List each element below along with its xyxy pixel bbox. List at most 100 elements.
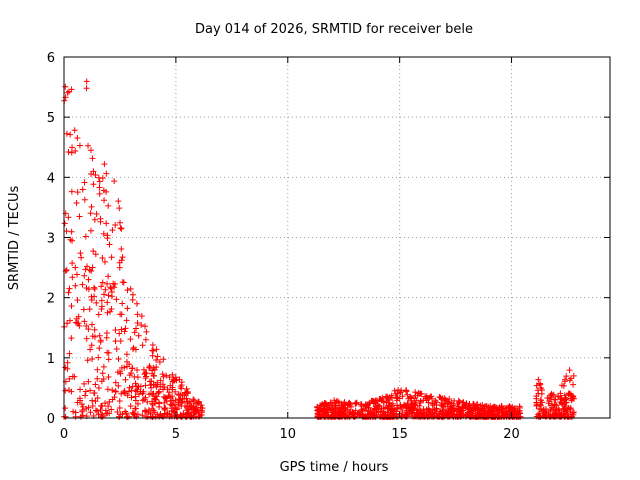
data-point <box>108 293 115 300</box>
data-point <box>483 403 490 410</box>
data-point <box>133 300 140 307</box>
data-point <box>122 376 129 383</box>
data-point <box>88 203 95 210</box>
data-point <box>92 381 99 388</box>
data-point <box>101 161 108 168</box>
data-point <box>68 302 75 309</box>
data-point <box>69 274 76 281</box>
data-point <box>116 404 123 411</box>
data-point <box>118 257 125 264</box>
data-point <box>148 378 155 385</box>
data-point <box>121 364 128 371</box>
y-tick-label: 2 <box>47 292 55 307</box>
data-point <box>104 309 111 316</box>
data-point <box>121 328 128 335</box>
data-point <box>150 407 157 414</box>
data-point <box>94 395 101 402</box>
data-point <box>393 413 400 420</box>
data-point <box>184 390 191 397</box>
data-point <box>88 342 95 349</box>
data-point <box>100 363 107 370</box>
data-point <box>450 402 457 409</box>
data-point <box>115 198 122 205</box>
data-point <box>120 389 127 396</box>
data-point <box>494 410 501 417</box>
data-point <box>104 299 111 306</box>
data-point <box>547 406 554 413</box>
data-point <box>436 394 443 401</box>
data-point <box>74 189 81 196</box>
data-point <box>83 85 90 92</box>
data-point <box>105 292 112 299</box>
data-point <box>122 408 129 415</box>
data-point <box>65 289 72 296</box>
data-point <box>91 286 98 293</box>
data-point <box>68 388 75 395</box>
data-point <box>325 412 332 419</box>
data-point <box>558 400 565 407</box>
data-point <box>172 404 179 411</box>
data-point <box>380 398 387 405</box>
data-point <box>138 313 145 320</box>
data-point <box>96 184 103 191</box>
data-point <box>95 311 102 318</box>
data-point <box>414 406 421 413</box>
data-point <box>81 196 88 203</box>
data-point <box>82 266 89 273</box>
data-point <box>95 354 102 361</box>
data-point <box>433 410 440 417</box>
data-point <box>502 405 509 412</box>
data-point <box>533 393 540 400</box>
data-point <box>538 385 545 392</box>
data-point <box>119 300 126 307</box>
data-point <box>161 405 168 412</box>
data-point <box>91 284 98 291</box>
data-point <box>186 398 193 405</box>
data-point <box>107 308 114 315</box>
data-point <box>149 352 156 359</box>
data-point <box>118 390 125 397</box>
data-point <box>72 264 79 271</box>
data-point <box>173 377 180 384</box>
data-point <box>66 285 73 292</box>
data-point <box>125 388 132 395</box>
data-point <box>324 406 331 413</box>
data-point <box>144 398 151 405</box>
x-tick-label: 5 <box>172 427 180 442</box>
data-point <box>149 341 156 348</box>
data-point <box>350 411 357 418</box>
data-point <box>107 284 114 291</box>
data-point <box>91 390 98 397</box>
data-point <box>142 382 149 389</box>
data-point <box>355 410 362 417</box>
data-point <box>411 395 418 402</box>
data-point <box>505 408 512 415</box>
x-tick-label: 0 <box>60 427 68 442</box>
data-point <box>62 83 69 90</box>
data-point <box>113 345 120 352</box>
data-point <box>90 168 97 175</box>
data-point <box>466 401 473 408</box>
data-point <box>410 400 417 407</box>
data-point <box>428 395 435 402</box>
data-point <box>188 403 195 410</box>
data-point <box>109 387 116 394</box>
data-point <box>89 402 96 409</box>
data-point <box>453 411 460 418</box>
data-point <box>430 413 437 420</box>
data-point <box>562 403 569 410</box>
data-point <box>562 396 569 403</box>
data-point <box>77 386 84 393</box>
data-point <box>540 407 547 414</box>
data-point <box>192 406 199 413</box>
data-point <box>89 397 96 404</box>
data-point <box>128 394 135 401</box>
data-point <box>198 407 205 414</box>
data-point <box>139 412 146 419</box>
data-point <box>384 393 391 400</box>
data-point <box>322 400 329 407</box>
data-point <box>82 388 89 395</box>
data-point <box>85 276 92 283</box>
data-point <box>102 407 109 414</box>
data-point <box>420 406 427 413</box>
